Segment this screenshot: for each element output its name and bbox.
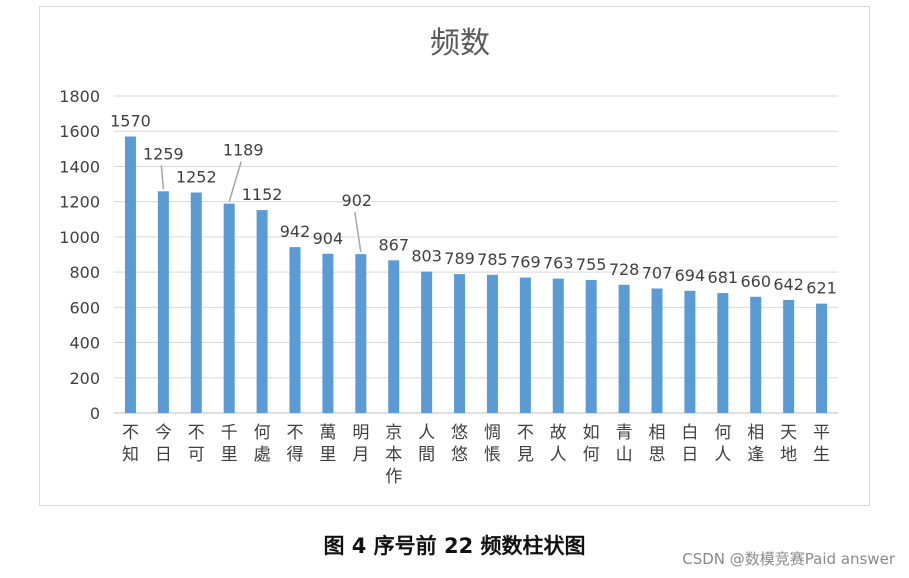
bar — [454, 274, 466, 413]
bar — [750, 296, 762, 413]
y-tick-label: 600 — [69, 298, 100, 317]
label-leader-line — [354, 212, 362, 253]
chart-title: 频数 — [430, 26, 490, 61]
bar — [519, 277, 531, 413]
y-tick-label: 1000 — [59, 228, 100, 247]
data-label: 1252 — [176, 168, 217, 187]
bar — [190, 192, 202, 413]
data-label: 942 — [280, 222, 311, 241]
data-label: 642 — [773, 275, 804, 294]
bar — [388, 260, 400, 413]
x-tick-label: 明月 — [352, 423, 369, 465]
data-label: 728 — [609, 260, 640, 279]
data-label: 785 — [477, 250, 508, 269]
bar — [684, 290, 696, 413]
x-tick-label: 人間 — [418, 423, 435, 465]
data-label: 904 — [313, 229, 344, 248]
bar — [618, 284, 630, 413]
data-label: 803 — [411, 247, 442, 266]
x-tick-label: 不可 — [188, 423, 205, 465]
x-tick-label: 千里 — [221, 423, 238, 465]
x-tick-label: 青山 — [616, 423, 633, 465]
x-tick-label: 京本作 — [385, 423, 402, 487]
bar — [223, 203, 235, 413]
bar — [421, 271, 433, 413]
bar — [486, 274, 498, 413]
y-tick-label: 1400 — [59, 157, 100, 176]
data-label: 694 — [675, 266, 706, 285]
x-tick-label: 不見 — [517, 423, 534, 465]
y-tick-label: 800 — [69, 263, 100, 282]
label-leader-line — [228, 161, 242, 202]
bar — [157, 191, 169, 413]
bar — [355, 254, 367, 413]
x-tick-label: 今日 — [155, 423, 172, 465]
data-label: 1152 — [242, 185, 283, 204]
data-label: 1570 — [110, 112, 151, 131]
y-tick-label: 200 — [69, 369, 100, 388]
x-tick-label: 不知 — [122, 423, 139, 465]
data-label: 755 — [576, 255, 607, 274]
bar-chart: 频数 0 200 400 600 800 1000 1200 1400 1600 1800 157… — [59, 26, 838, 487]
x-tick-label: 相逢 — [747, 423, 764, 465]
x-tick-label: 悠悠 — [451, 423, 468, 465]
x-tick-label: 相思 — [649, 423, 666, 465]
bar — [816, 303, 828, 413]
bar — [552, 278, 564, 413]
y-tick-label: 1200 — [59, 193, 100, 212]
x-tick-label: 故人 — [550, 423, 567, 465]
bar — [124, 136, 136, 413]
bar — [256, 210, 268, 413]
y-tick-label: 1600 — [59, 122, 100, 141]
chart-frame: 频数 0 200 400 600 800 1000 1200 1400 1600 1800 157… — [39, 6, 870, 506]
data-label: 660 — [740, 272, 771, 291]
label-leader-line — [160, 165, 165, 190]
data-label: 681 — [708, 268, 739, 287]
bar — [585, 280, 597, 413]
data-label: 902 — [342, 191, 373, 210]
data-label: 867 — [378, 235, 409, 254]
x-tick-label: 平生 — [813, 423, 830, 465]
y-tick-label: 1800 — [59, 87, 100, 106]
bar — [322, 253, 334, 413]
x-tick-label: 萬里 — [319, 423, 336, 465]
data-label: 621 — [806, 279, 837, 298]
data-label: 1189 — [223, 141, 264, 160]
bar — [289, 247, 301, 413]
x-tick-label: 如何 — [583, 423, 600, 465]
x-tick-label: 惆悵 — [484, 423, 501, 465]
data-label: 763 — [543, 254, 574, 273]
y-tick-label: 400 — [69, 334, 100, 353]
data-label: 789 — [444, 249, 475, 268]
bar — [717, 293, 729, 413]
bar — [783, 299, 795, 413]
data-label: 707 — [642, 263, 673, 282]
watermark: CSDN @数模竞赛Paid answer — [682, 550, 895, 568]
x-tick-label: 何人 — [714, 423, 731, 465]
data-label: 769 — [510, 253, 541, 272]
x-tick-label: 何處 — [254, 423, 271, 465]
figure-caption: 图 4 序号前 22 频数柱状图 — [323, 534, 586, 558]
data-label: 1259 — [143, 144, 184, 163]
x-tick-label: 天地 — [780, 423, 797, 465]
y-tick-label: 0 — [90, 404, 100, 423]
x-tick-label: 白日 — [681, 423, 698, 465]
x-tick-label: 不得 — [287, 423, 304, 465]
bar — [651, 288, 663, 413]
